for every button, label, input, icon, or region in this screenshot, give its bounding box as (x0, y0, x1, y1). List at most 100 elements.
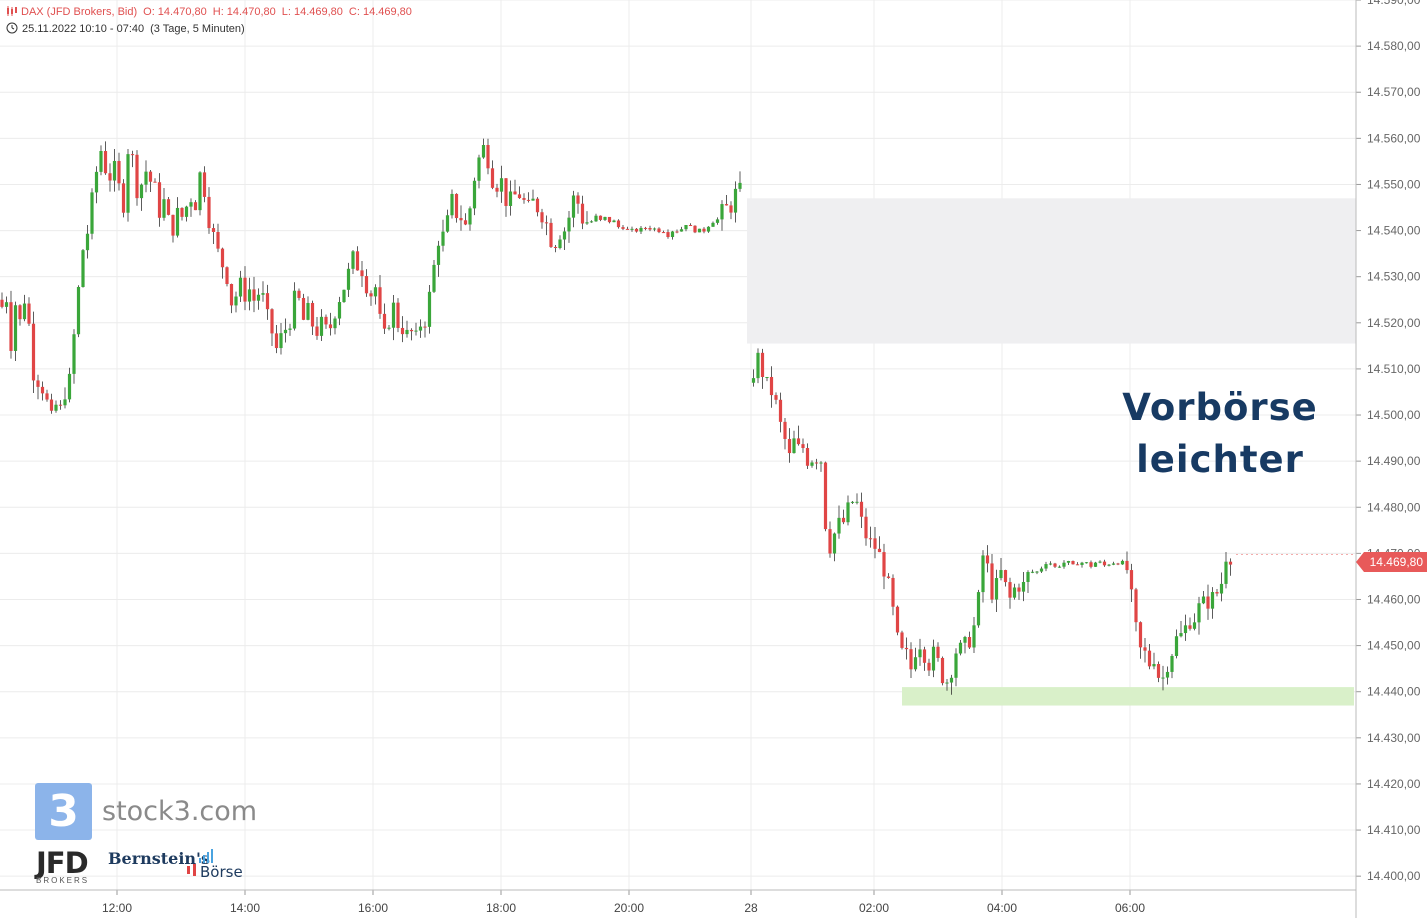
candle-down (729, 205, 733, 213)
y-tick-label: 14.400,00 (1367, 869, 1421, 883)
candle-down (36, 380, 40, 387)
candle-down (396, 302, 400, 328)
candle-up (99, 151, 103, 172)
candle-up (1098, 561, 1102, 563)
candle-up (603, 216, 607, 220)
x-tick-label: 04:00 (987, 901, 1017, 915)
candle-up (234, 296, 238, 306)
y-tick-label: 14.480,00 (1367, 500, 1421, 514)
candle-up (508, 191, 513, 206)
candle-down (382, 313, 387, 329)
candle-down (1053, 563, 1057, 567)
candle-down (657, 228, 661, 233)
candle-down (823, 462, 828, 530)
candle-up (54, 404, 58, 411)
candle-up (1062, 562, 1066, 567)
candle-down (828, 529, 832, 554)
candle-up (1066, 560, 1071, 563)
candle-up (468, 208, 472, 225)
candle-up (85, 233, 90, 251)
candle-down (724, 204, 729, 206)
candle-down (522, 198, 526, 200)
candle-down (58, 404, 63, 406)
candle-down (121, 183, 126, 213)
candle-up (1035, 571, 1039, 573)
candle-up (711, 222, 715, 227)
candle-down (108, 173, 112, 181)
candle-up (288, 328, 292, 330)
high-value: H: 14.470,80 (212, 6, 276, 18)
candle-down (1102, 561, 1107, 566)
candle-up (1030, 571, 1035, 573)
candle-down (801, 444, 805, 449)
candle-down (598, 215, 603, 220)
x-tick-label: 16:00 (358, 901, 388, 915)
instrument-header: DAX (JFD Brokers, Bid) O: 14.470,80 H: 14.… (6, 6, 418, 18)
candle-up (4, 302, 9, 307)
candle-up (292, 290, 297, 329)
candle-down (513, 191, 517, 195)
candle-down (400, 327, 405, 335)
candle-down (315, 326, 319, 336)
candle-up (1093, 562, 1098, 567)
candle-up (441, 231, 445, 246)
candle-up (1084, 562, 1089, 564)
candle-down (103, 151, 108, 174)
candle-down (936, 646, 940, 658)
candle-down (625, 228, 630, 230)
candle-up (279, 333, 283, 349)
x-tick-label: 28 (744, 901, 758, 915)
candle-up (499, 178, 504, 192)
candle-down (661, 232, 666, 234)
candle-up (972, 625, 976, 648)
candle-down (130, 154, 135, 156)
candle-down (252, 289, 256, 301)
candle-down (504, 178, 508, 206)
candle-up (81, 250, 85, 287)
candle-down (270, 309, 274, 334)
candle-down (909, 649, 913, 670)
candle-down (409, 329, 414, 332)
candle-down (805, 448, 810, 466)
candle-up (945, 682, 949, 684)
candle-up (958, 642, 963, 654)
y-tick-label: 14.450,00 (1367, 639, 1421, 653)
candle-down (940, 657, 945, 684)
candle-up (585, 222, 589, 224)
candle-up (184, 206, 189, 217)
candle-up (1012, 587, 1017, 598)
candle-down (778, 399, 783, 422)
candle-down (580, 203, 585, 224)
candle-down (229, 283, 234, 306)
candle-up (999, 570, 1003, 579)
x-tick-label: 06:00 (1115, 901, 1145, 915)
candlestick-icon (7, 6, 17, 16)
candle-down (148, 171, 153, 182)
candle-down (463, 220, 468, 225)
zone-resistance (747, 198, 1356, 344)
clock-icon (6, 22, 18, 34)
y-tick-label: 14.510,00 (1367, 362, 1421, 376)
candle-down (544, 222, 549, 224)
candle-down (1129, 570, 1134, 590)
candle-up (1152, 664, 1156, 667)
candle-up (1179, 633, 1183, 637)
y-tick-label: 14.500,00 (1367, 408, 1421, 422)
candle-up (819, 462, 823, 464)
candle-up (1165, 671, 1170, 678)
candle-down (1215, 592, 1219, 594)
candle-down (787, 438, 792, 454)
candle-up (1201, 596, 1206, 604)
candle-up (198, 172, 202, 211)
candle-up (1080, 562, 1084, 565)
y-tick-label: 14.550,00 (1367, 177, 1421, 191)
candle-up (1197, 603, 1201, 623)
x-tick-label: 20:00 (614, 901, 644, 915)
candle-down (702, 228, 706, 232)
candle-up (994, 578, 999, 600)
y-tick-label: 14.590,00 (1367, 0, 1421, 7)
candle-up (913, 657, 918, 670)
candle-up (432, 264, 436, 292)
candle-up (1192, 622, 1197, 629)
